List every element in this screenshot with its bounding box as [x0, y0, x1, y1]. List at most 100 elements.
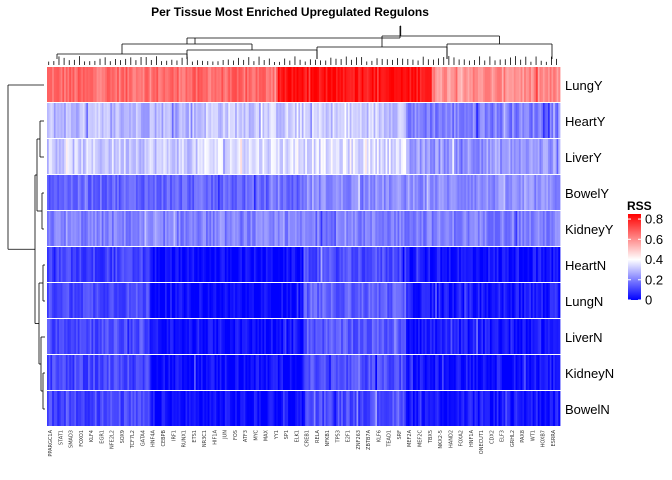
heatmap-cell — [228, 211, 231, 246]
heatmap-cell — [508, 247, 511, 282]
heatmap-cell — [89, 355, 92, 390]
heatmap-cell — [334, 319, 337, 354]
heatmap-cell — [368, 139, 371, 174]
heatmap-cell — [233, 103, 236, 138]
heatmap-cell — [52, 103, 55, 138]
heatmap-cell — [77, 283, 80, 318]
heatmap-cell — [296, 103, 299, 138]
heatmap-cell — [281, 211, 284, 246]
heatmap-cell — [495, 175, 498, 210]
heatmap-cell — [500, 211, 503, 246]
heatmap-cell — [91, 103, 94, 138]
heatmap-cell — [204, 247, 207, 282]
heatmap-cell — [159, 319, 162, 354]
heatmap-cell — [412, 247, 416, 282]
heatmap-cell — [517, 355, 520, 390]
heatmap-cell — [144, 211, 147, 246]
heatmap-cell — [416, 175, 419, 210]
heatmap-cell — [264, 211, 267, 246]
heatmap-cell — [436, 247, 439, 282]
heatmap-cell — [176, 283, 180, 318]
heatmap-cell — [57, 247, 60, 282]
heatmap-cell — [532, 67, 535, 102]
heatmap-cell — [238, 67, 241, 102]
heatmap-cell — [57, 175, 60, 210]
heatmap-cell — [378, 247, 381, 282]
heatmap-cell — [383, 175, 386, 210]
heatmap-cell — [120, 67, 123, 102]
heatmap-cell — [524, 247, 527, 282]
heatmap-cell — [269, 67, 272, 102]
heatmap-cell — [183, 67, 186, 102]
heatmap-cell — [479, 283, 482, 318]
heatmap-cell — [267, 175, 270, 210]
heatmap-cell — [195, 103, 198, 138]
heatmap-cell — [262, 283, 265, 318]
column-tick-label: STAT1 — [58, 430, 64, 445]
heatmap-cell — [176, 355, 180, 390]
heatmap-cell — [455, 391, 458, 426]
heatmap-cell — [111, 139, 115, 174]
heatmap-cell — [298, 247, 301, 282]
heatmap-cell — [236, 67, 239, 102]
heatmap-cell — [436, 355, 439, 390]
heatmap-cell — [385, 103, 388, 138]
heatmap-cell — [58, 391, 62, 426]
heatmap-cell — [400, 391, 404, 426]
heatmap-cell — [163, 103, 166, 138]
heatmap-cell — [182, 391, 185, 426]
heatmap-cell — [525, 139, 528, 174]
heatmap-cell — [293, 67, 296, 102]
heatmap-cell — [435, 211, 438, 246]
heatmap-cell — [399, 211, 402, 246]
heatmap-cell — [448, 175, 451, 210]
heatmap-cell — [467, 247, 470, 282]
heatmap-cell — [110, 355, 113, 390]
heatmap-cell — [120, 103, 123, 138]
heatmap-cell — [141, 175, 144, 210]
heatmap-cell — [161, 175, 164, 210]
heatmap-cell — [445, 211, 448, 246]
heatmap-cell — [363, 175, 366, 210]
heatmap-cell — [489, 355, 492, 390]
heatmap-cell — [416, 319, 419, 354]
column-tick-label: E2F1 — [346, 430, 352, 442]
heatmap-cell — [166, 355, 169, 390]
heatmap-cell — [448, 391, 451, 426]
heatmap-cell — [122, 175, 125, 210]
heatmap-cell — [549, 175, 552, 210]
heatmap-cell — [394, 67, 397, 102]
heatmap-cell — [288, 319, 291, 354]
heatmap-cell — [474, 355, 477, 390]
heatmap-cell — [55, 139, 58, 174]
heatmap-cell — [223, 175, 226, 210]
heatmap-cell — [505, 139, 508, 174]
heatmap-cell — [286, 355, 289, 390]
heatmap-cell — [306, 247, 310, 282]
heatmap-cell — [67, 319, 70, 354]
heatmap-cell — [313, 283, 316, 318]
heatmap-cell — [284, 175, 287, 210]
heatmap-cell — [423, 103, 426, 138]
heatmap-cell — [464, 175, 467, 210]
heatmap-cell — [322, 139, 325, 174]
heatmap-cell — [226, 283, 229, 318]
heatmap-cell — [218, 103, 221, 138]
heatmap-cell — [248, 211, 251, 246]
heatmap-cell — [496, 391, 499, 426]
heatmap-cell — [214, 319, 217, 354]
heatmap-cell — [351, 283, 354, 318]
heatmap-cell — [315, 175, 318, 210]
heatmap-cell — [53, 67, 56, 102]
heatmap-cell — [390, 67, 393, 102]
heatmap-cell — [91, 319, 94, 354]
heatmap-cell — [556, 67, 559, 102]
heatmap-cell — [183, 391, 186, 426]
heatmap-cell — [377, 175, 380, 210]
column-tick-label: MEF2C — [417, 430, 423, 448]
heatmap-cell — [55, 247, 58, 282]
heatmap-cell — [472, 283, 475, 318]
heatmap-cell — [395, 247, 398, 282]
heatmap-cell — [274, 211, 277, 246]
heatmap-cell — [81, 355, 84, 390]
